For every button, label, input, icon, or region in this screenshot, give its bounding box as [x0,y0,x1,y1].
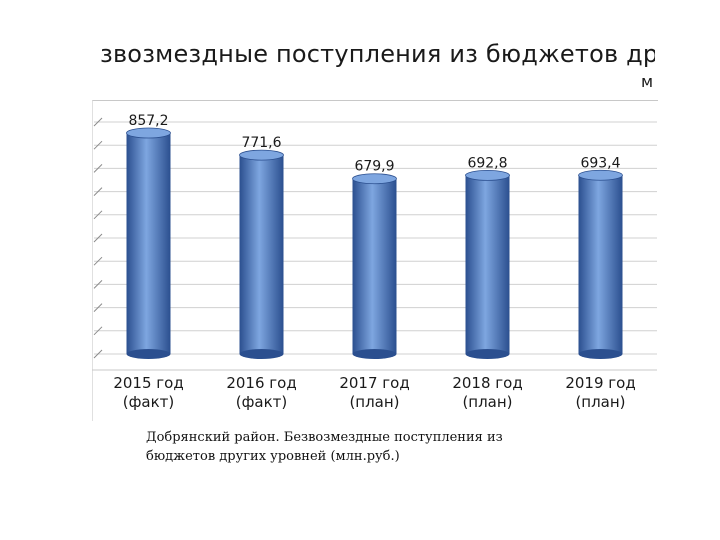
chart-frame [92,100,658,421]
caption-line-1: Добрянский район. Безвозмездные поступле… [146,430,503,445]
axis-tick [93,210,103,220]
slide-title: звозмездные поступления из бюджетов друг… [100,40,655,68]
axis-tick [93,187,103,196]
data-label: 679,9 [354,159,394,175]
axis-tick [93,233,103,243]
axis-tick [93,349,103,359]
category-label: 2017 год [339,374,409,392]
bar [465,170,510,359]
axis-tick [93,256,103,266]
chart-caption: Добрянский район. Безвозмездные поступле… [146,428,526,466]
category-label: (план) [462,393,512,411]
data-label: 857,2 [128,113,168,129]
data-label: 693,4 [580,155,620,171]
axis-tick [93,117,103,127]
category-label: 2016 год [226,374,296,392]
bar [352,173,397,359]
data-label: 692,8 [467,155,507,171]
category-label: 2015 год [113,374,183,392]
category-label: (план) [349,393,399,411]
slide-title-tail: м [641,72,654,91]
axis-tick [93,303,103,312]
category-label: (план) [575,393,625,411]
axis-tick [93,326,103,336]
bar [126,127,171,359]
category-label: 2019 год [565,374,635,392]
category-label: 2018 год [452,374,522,392]
category-label: (факт) [123,393,175,411]
axis-tick [93,280,103,289]
data-label: 771,6 [241,135,281,151]
caption-line-2: бюджетов других уровней (млн.руб.) [146,449,400,464]
category-label: (факт) [236,393,288,411]
bar [578,169,623,359]
bar [239,149,284,359]
axis-tick [93,140,103,150]
axis-tick [93,164,103,173]
